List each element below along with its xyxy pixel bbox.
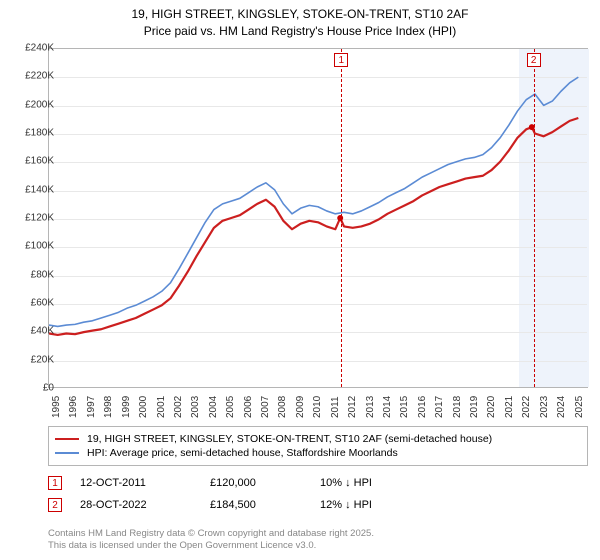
y-tick-label: £120K [25, 213, 54, 224]
x-tick-label: 2016 [417, 396, 428, 418]
sale-marker-line [341, 49, 342, 387]
footnote-line1: Contains HM Land Registry data © Crown c… [48, 528, 374, 540]
x-tick-label: 1996 [68, 396, 79, 418]
sale-row: 2 28-OCT-2022£184,50012% ↓ HPI [48, 494, 588, 516]
x-tick-label: 2006 [243, 396, 254, 418]
x-tick-label: 2020 [486, 396, 497, 418]
x-tick-label: 2022 [521, 396, 532, 418]
x-axis-labels: 1995 1996 1997 1998 1999 2000 2001 2002 2003 2004… [48, 390, 588, 430]
x-tick-label: 2008 [277, 396, 288, 418]
footnote-line2: This data is licensed under the Open Gov… [48, 540, 374, 552]
y-tick-label: £80K [31, 269, 54, 280]
x-tick-label: 1995 [51, 396, 62, 418]
x-tick-label: 2004 [208, 396, 219, 418]
y-tick-label: £180K [25, 128, 54, 139]
sale-price: £184,500 [210, 499, 320, 511]
x-tick-label: 2007 [260, 396, 271, 418]
series-line [49, 77, 578, 326]
x-tick-label: 2017 [434, 396, 445, 418]
sale-marker-dot [337, 215, 343, 221]
sale-row: 1 12-OCT-2011£120,00010% ↓ HPI [48, 472, 588, 494]
x-tick-label: 2018 [452, 396, 463, 418]
x-tick-label: 1998 [103, 396, 114, 418]
sale-date: 28-OCT-2022 [80, 499, 210, 511]
title-subtitle: Price paid vs. HM Land Registry's House … [0, 23, 600, 40]
y-tick-label: £100K [25, 241, 54, 252]
legend-swatch [55, 438, 79, 440]
chart-title: 19, HIGH STREET, KINGSLEY, STOKE-ON-TREN… [0, 0, 600, 40]
y-tick-label: £60K [31, 298, 54, 309]
footnote: Contains HM Land Registry data © Crown c… [48, 528, 374, 553]
y-tick-label: £0 [43, 383, 54, 394]
sale-marker-badge: 2 [527, 53, 541, 67]
y-tick-label: £200K [25, 99, 54, 110]
x-tick-label: 2013 [365, 396, 376, 418]
x-tick-label: 2019 [469, 396, 480, 418]
chart-plot-area: 12 [48, 48, 588, 388]
y-tick-label: £220K [25, 71, 54, 82]
x-tick-label: 1999 [121, 396, 132, 418]
legend-item: 19, HIGH STREET, KINGSLEY, STOKE-ON-TREN… [55, 433, 581, 445]
chart-legend: 19, HIGH STREET, KINGSLEY, STOKE-ON-TREN… [48, 426, 588, 466]
x-tick-label: 1997 [86, 396, 97, 418]
legend-label: HPI: Average price, semi-detached house,… [87, 447, 398, 459]
sale-delta: 12% ↓ HPI [320, 499, 430, 511]
x-tick-label: 2011 [330, 396, 341, 418]
sale-price: £120,000 [210, 477, 320, 489]
legend-swatch [55, 452, 79, 454]
x-tick-label: 2010 [312, 396, 323, 418]
x-tick-label: 2012 [347, 396, 358, 418]
y-tick-label: £240K [25, 43, 54, 54]
y-tick-label: £160K [25, 156, 54, 167]
x-tick-label: 2023 [539, 396, 550, 418]
x-tick-label: 2000 [138, 396, 149, 418]
x-tick-label: 2005 [225, 396, 236, 418]
sales-table: 1 12-OCT-2011£120,00010% ↓ HPI 2 28-OCT-202… [48, 472, 588, 516]
x-tick-label: 2021 [504, 396, 515, 418]
x-tick-label: 2009 [295, 396, 306, 418]
chart-svg [49, 49, 587, 387]
y-tick-label: £40K [31, 326, 54, 337]
x-tick-label: 2024 [556, 396, 567, 418]
title-address: 19, HIGH STREET, KINGSLEY, STOKE-ON-TREN… [0, 6, 600, 23]
legend-label: 19, HIGH STREET, KINGSLEY, STOKE-ON-TREN… [87, 433, 492, 445]
y-tick-label: £20K [31, 354, 54, 365]
sale-marker-badge: 1 [334, 53, 348, 67]
sale-date: 12-OCT-2011 [80, 477, 210, 489]
x-tick-label: 2003 [190, 396, 201, 418]
legend-item: HPI: Average price, semi-detached house,… [55, 447, 581, 459]
y-tick-label: £140K [25, 184, 54, 195]
x-tick-label: 2002 [173, 396, 184, 418]
sale-row-marker: 2 [48, 498, 62, 512]
sale-row-marker: 1 [48, 476, 62, 490]
x-tick-label: 2025 [574, 396, 585, 418]
x-tick-label: 2001 [156, 396, 167, 418]
x-tick-label: 2015 [399, 396, 410, 418]
sale-delta: 10% ↓ HPI [320, 477, 430, 489]
x-tick-label: 2014 [382, 396, 393, 418]
sale-marker-line [534, 49, 535, 387]
series-line [49, 118, 578, 335]
